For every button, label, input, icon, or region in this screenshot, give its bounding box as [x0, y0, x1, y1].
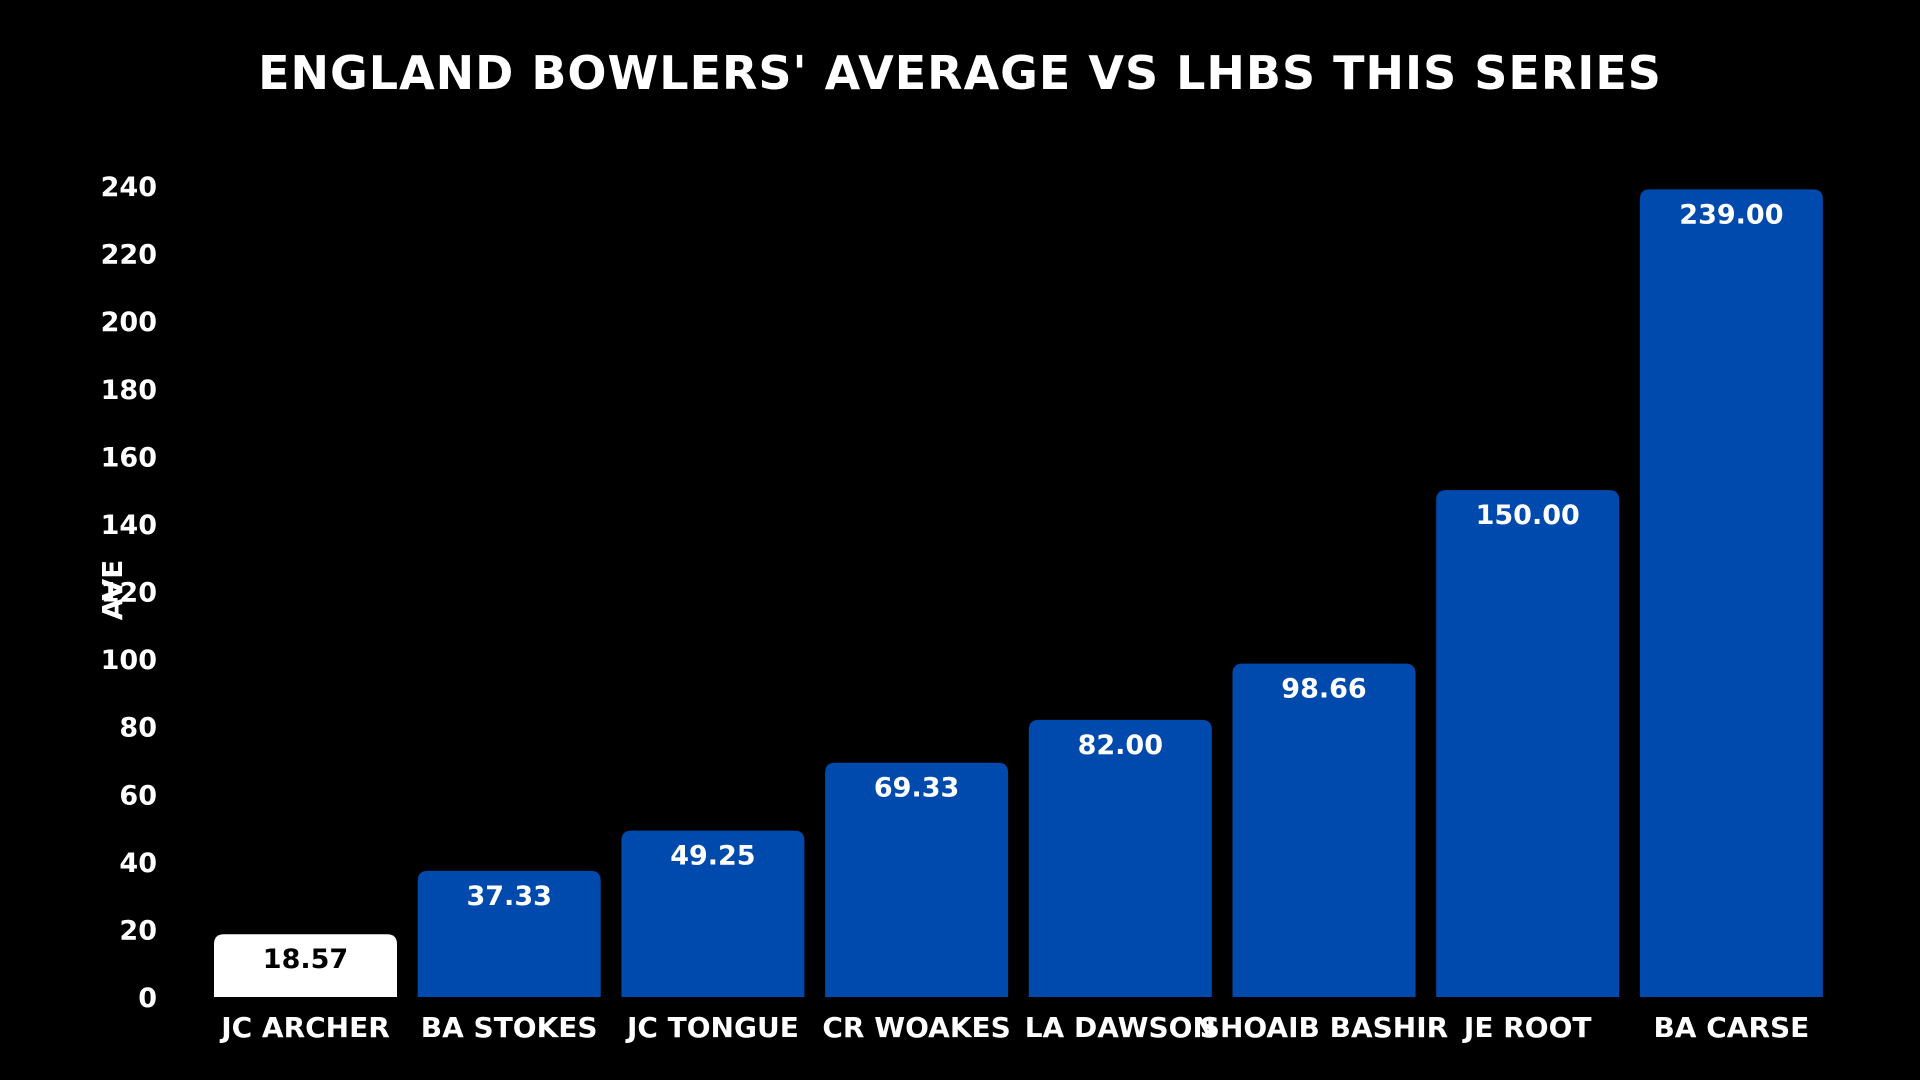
y-tick-label: 220: [101, 240, 157, 271]
bar-value-label: 37.33: [466, 881, 551, 912]
y-tick-label: 120: [101, 578, 157, 609]
y-tick-label: 40: [119, 848, 157, 879]
y-tick-label: 20: [119, 915, 157, 946]
y-axis: 0 20 40 60 80 100 120 140 160 180 200 220 240: [101, 172, 157, 1014]
y-tick-label: 200: [101, 307, 157, 338]
y-tick-label: 0: [138, 983, 157, 1014]
bar: [1436, 490, 1620, 997]
bar-value-label: 82.00: [1078, 730, 1163, 761]
bar-value-label: 49.25: [670, 841, 755, 872]
bar: [621, 830, 805, 997]
y-tick-label: 180: [101, 375, 157, 406]
bar: [1232, 663, 1416, 997]
x-category-label: JE ROOT: [1462, 1011, 1592, 1044]
bar-value-label: 239.00: [1679, 199, 1783, 230]
y-axis-title: AVE: [96, 560, 129, 621]
y-tick-label: 140: [101, 510, 157, 541]
x-axis: JC ARCHER BA STOKES JC TONGUE CR WOAKES LA D…: [219, 1011, 1809, 1044]
x-category-label: JC ARCHER: [219, 1011, 390, 1044]
bar: [1028, 719, 1212, 997]
x-category-label: BA CARSE: [1653, 1011, 1809, 1044]
bar-value-label: 98.66: [1281, 674, 1366, 705]
y-tick-label: 100: [101, 645, 157, 676]
x-category-label: CR WOAKES: [822, 1011, 1010, 1044]
bar-value-label: 18.57: [263, 944, 348, 975]
x-category-label: LA DAWSON: [1025, 1011, 1216, 1044]
bar: [417, 870, 601, 997]
x-category-label: SHOAIB BASHIR: [1200, 1011, 1448, 1044]
y-tick-label: 160: [101, 442, 157, 473]
y-tick-label: 60: [119, 780, 157, 811]
chart-title: ENGLAND BOWLERS' AVERAGE VS LHBS THIS SE…: [258, 46, 1662, 100]
bar: [1639, 189, 1823, 998]
y-tick-label: 80: [119, 713, 157, 744]
x-category-label: BA STOKES: [421, 1011, 598, 1044]
bar-value-label: 150.00: [1476, 500, 1580, 531]
bar: [214, 934, 397, 997]
x-category-label: JC TONGUE: [625, 1011, 799, 1044]
y-tick-label: 240: [101, 172, 157, 203]
bars-group: 18.57 37.33 49.25 69.33 82.00 98.66 150.00 239.…: [214, 189, 1823, 998]
bar: [825, 762, 1009, 997]
bar-value-label: 69.33: [874, 773, 959, 804]
